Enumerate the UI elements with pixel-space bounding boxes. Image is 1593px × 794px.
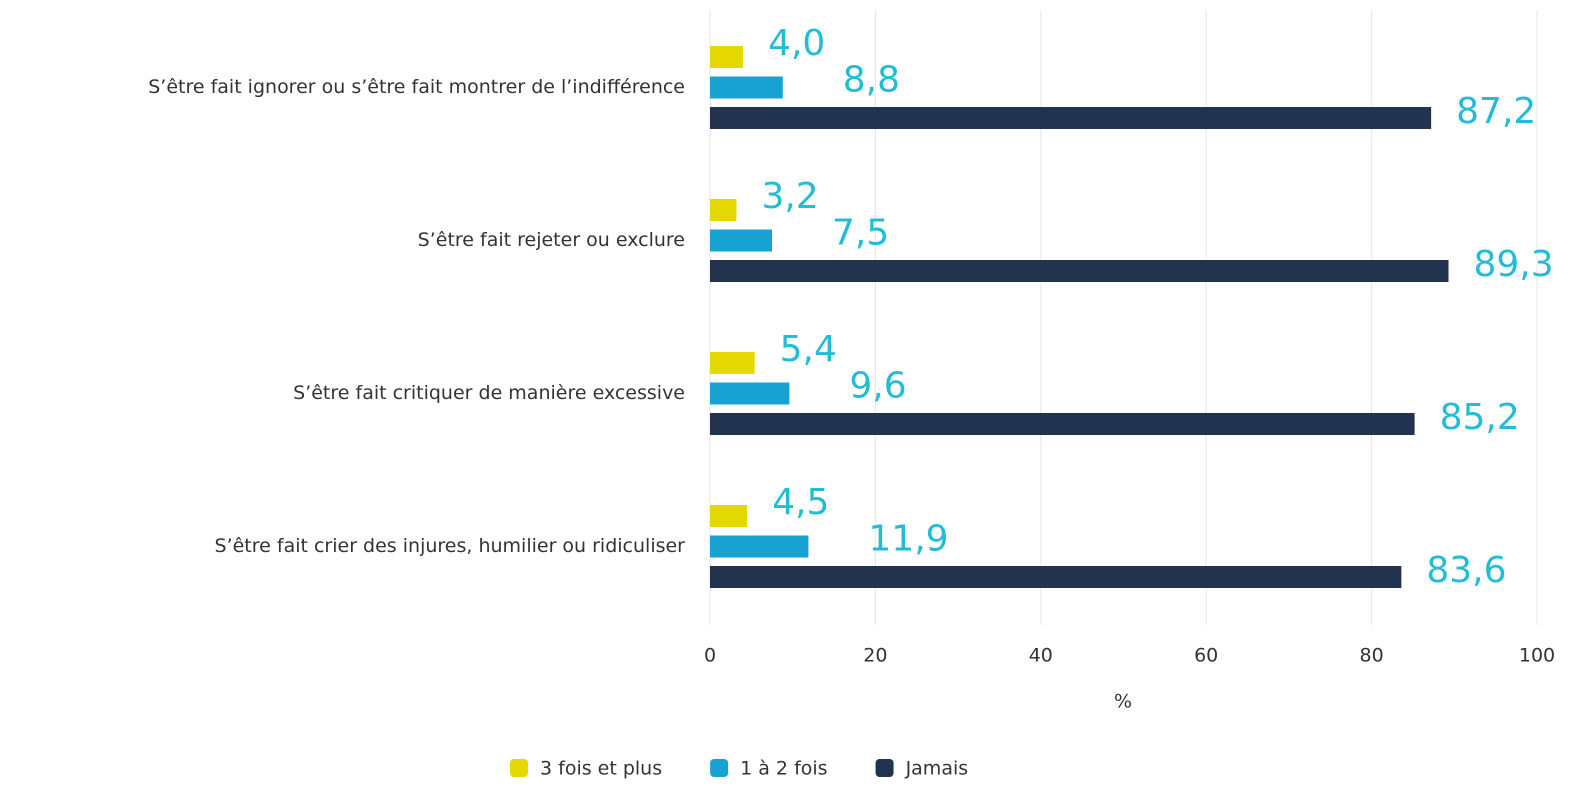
bar [710, 413, 1415, 435]
value-label: 85,2 [1440, 397, 1520, 438]
bar [710, 46, 744, 68]
bar [710, 199, 737, 221]
value-label: 87,2 [1456, 91, 1536, 132]
bar [710, 260, 1449, 282]
x-tick-label: 40 [1029, 645, 1053, 667]
value-label: 89,3 [1474, 244, 1554, 285]
x-tick-label: 60 [1194, 645, 1218, 667]
category-label: S’être fait ignorer ou s’être fait montr… [148, 76, 685, 98]
legend-swatch [710, 759, 729, 777]
bar [710, 535, 809, 558]
bar [710, 107, 1432, 129]
x-tick-label: 100 [1519, 645, 1555, 667]
value-label: 8,8 [843, 60, 900, 101]
value-label: 7,5 [832, 213, 889, 254]
value-label: 11,9 [868, 519, 948, 560]
x-tick-label: 0 [704, 645, 716, 667]
category-label: S’être fait rejeter ou exclure [418, 229, 685, 251]
bar [710, 76, 783, 99]
value-label: 9,6 [849, 366, 906, 407]
value-label: 3,2 [761, 176, 818, 217]
bar [710, 382, 790, 405]
legend-label: 1 à 2 fois [740, 758, 827, 780]
category-label: S’être fait critiquer de manière excessi… [293, 382, 685, 404]
legend-swatch [510, 759, 528, 777]
bar [710, 229, 773, 252]
x-tick-label: 80 [1360, 645, 1384, 667]
legend-label: Jamais [905, 758, 969, 780]
value-label: 4,0 [768, 23, 825, 64]
x-axis-label: % [1114, 691, 1132, 713]
bar [710, 352, 755, 374]
legend-swatch [875, 759, 894, 777]
value-label: 83,6 [1426, 550, 1506, 591]
x-tick-label: 20 [863, 645, 887, 667]
value-label: 5,4 [780, 329, 837, 370]
bar [710, 505, 748, 527]
category-label: S’être fait crier des injures, humilier … [215, 535, 686, 557]
bar [710, 566, 1402, 588]
legend-label: 3 fois et plus [540, 758, 662, 780]
value-label: 4,5 [772, 482, 829, 523]
